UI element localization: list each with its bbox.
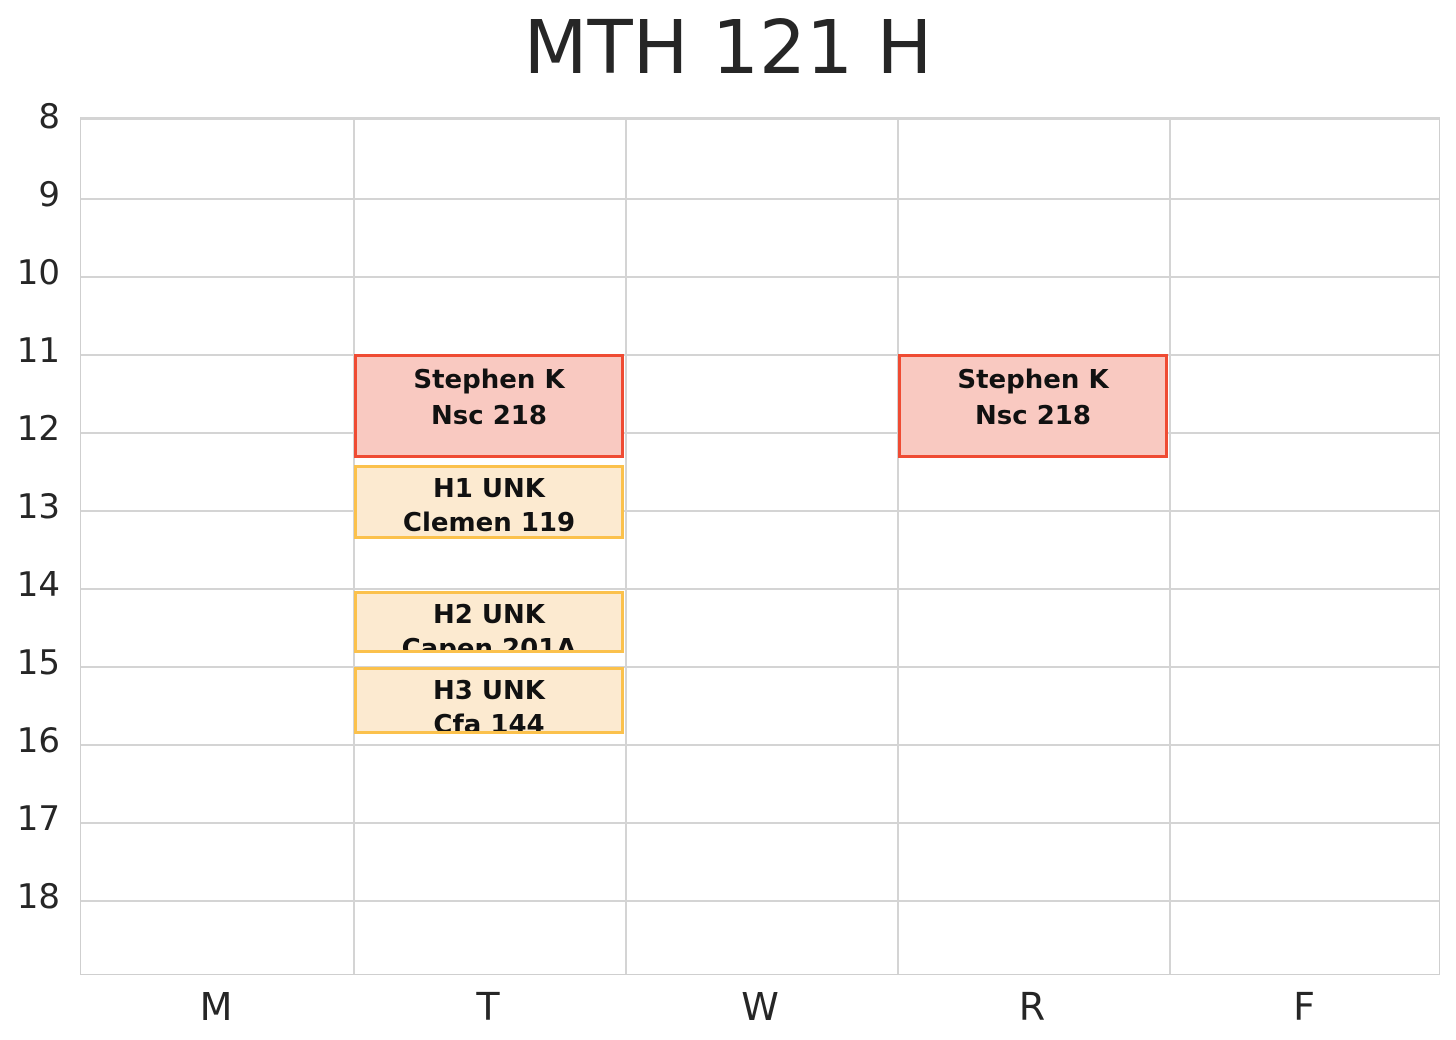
y-tick-label-14: 14	[16, 565, 60, 605]
gridline-hour-18	[81, 900, 1439, 902]
event-location-label: Capen 201A	[401, 634, 577, 653]
x-tick-label-T: T	[476, 985, 500, 1029]
gridline-hour-17	[81, 822, 1439, 824]
gridline-hour-13	[81, 510, 1439, 512]
y-tick-label-8: 8	[38, 97, 60, 137]
x-tick-label-F: F	[1293, 985, 1315, 1029]
event-instructor-label: H3 UNK	[433, 675, 545, 706]
gridline-hour-11	[81, 354, 1439, 356]
event-location-label: Nsc 218	[431, 401, 547, 431]
y-tick-label-18: 18	[16, 877, 60, 917]
gridline-day-F	[1169, 120, 1171, 974]
event-instructor-label: H2 UNK	[433, 600, 545, 631]
gridline-hour-9	[81, 198, 1439, 200]
x-tick-label-M: M	[199, 985, 233, 1029]
y-tick-label-9: 9	[38, 175, 60, 215]
event-location-label: Cfa 144	[433, 709, 545, 734]
gridline-day-W	[625, 120, 627, 974]
y-tick-label-17: 17	[16, 799, 60, 839]
y-tick-label-15: 15	[16, 643, 60, 683]
y-tick-label-11: 11	[16, 331, 60, 371]
event-block-lecture-r[interactable]: Stephen K Nsc 218	[898, 354, 1168, 458]
gridline-day-R	[897, 120, 899, 974]
event-instructor-label: Stephen K	[957, 365, 1109, 395]
page-title: MTH 121 H	[523, 5, 933, 91]
schedule-grid: Stephen K Nsc 218 H1 UNK Clemen 119 H2 UNK Ca…	[80, 117, 1440, 975]
event-block-recitation-h2[interactable]: H2 UNK Capen 201A	[354, 591, 624, 653]
gridline-hour-15	[81, 666, 1439, 668]
y-tick-label-10: 10	[16, 253, 60, 293]
x-tick-label-W: W	[741, 985, 779, 1029]
event-instructor-label: Stephen K	[413, 365, 565, 395]
x-tick-label-R: R	[1018, 985, 1046, 1029]
gridline-hour-16	[81, 744, 1439, 746]
event-instructor-label: H1 UNK	[433, 473, 545, 504]
event-block-recitation-h3[interactable]: H3 UNK Cfa 144	[354, 666, 624, 734]
gridline-hour-12	[81, 432, 1439, 434]
event-location-label: Clemen 119	[402, 507, 576, 538]
y-tick-label-12: 12	[16, 409, 60, 449]
gridline-hour-14	[81, 588, 1439, 590]
gridline-hour-10	[81, 276, 1439, 278]
y-tick-label-13: 13	[16, 487, 60, 527]
event-location-label: Nsc 218	[975, 401, 1091, 431]
event-block-recitation-h1[interactable]: H1 UNK Clemen 119	[354, 464, 624, 539]
event-block-lecture-t[interactable]: Stephen K Nsc 218	[354, 354, 624, 458]
gridline-day-T	[353, 120, 355, 974]
y-tick-label-16: 16	[16, 721, 60, 761]
